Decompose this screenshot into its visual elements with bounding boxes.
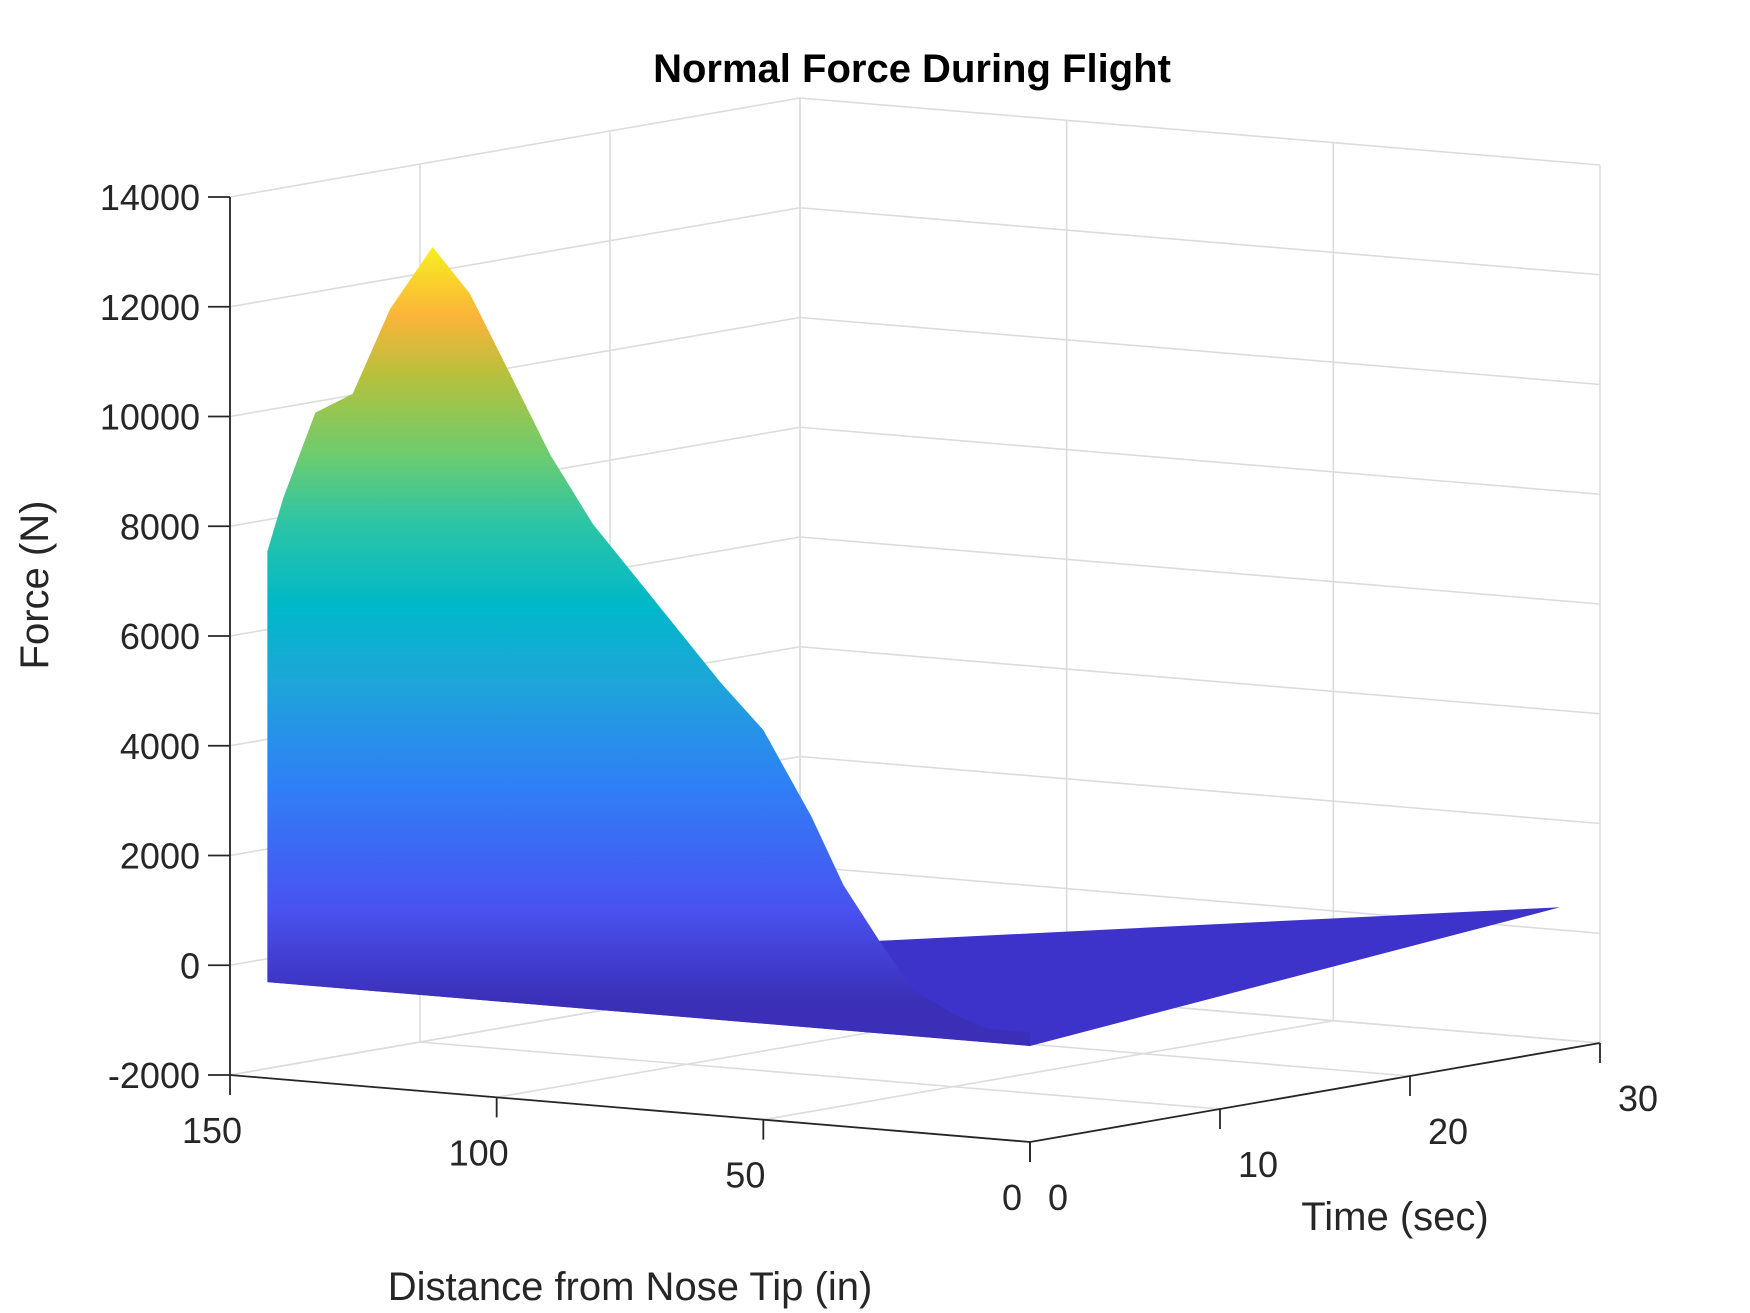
grid-line-y bbox=[419, 1041, 1221, 1110]
grid-line-z bbox=[229, 97, 801, 198]
y-tick-label: 30 bbox=[1618, 1078, 1658, 1119]
axes bbox=[208, 196, 1601, 1162]
x-axis-label: Distance from Nose Tip (in) bbox=[388, 1265, 873, 1309]
grid-line-x bbox=[763, 1019, 1334, 1121]
z-tick-label: 4000 bbox=[120, 726, 200, 767]
surface-front-face bbox=[267, 246, 1030, 1046]
grid-line-z bbox=[799, 755, 1601, 825]
z-tick-label: -2000 bbox=[108, 1055, 200, 1096]
grid-line-z bbox=[229, 206, 801, 308]
y-axis-line bbox=[1029, 1042, 1601, 1143]
surface-floor-plane bbox=[267, 907, 1561, 1046]
y-tick-label: 20 bbox=[1428, 1111, 1468, 1152]
y-axis-label: Time (sec) bbox=[1301, 1195, 1488, 1239]
tick-labels: 14000120001000080006000400020000-2000150… bbox=[100, 177, 1658, 1218]
x-tick-label: 0 bbox=[1002, 1177, 1022, 1218]
z-tick-label: 12000 bbox=[100, 287, 200, 328]
x-tick-label: 100 bbox=[449, 1132, 509, 1173]
grid-line-z bbox=[799, 206, 1601, 276]
grid-line-z bbox=[229, 316, 801, 418]
y-tick-label: 10 bbox=[1238, 1144, 1278, 1185]
z-tick-label: 2000 bbox=[120, 836, 200, 877]
z-axis-label: Force (N) bbox=[13, 501, 57, 670]
z-tick-label: 6000 bbox=[120, 616, 200, 657]
z-tick-label: 14000 bbox=[100, 177, 200, 218]
x-tick-label: 150 bbox=[182, 1110, 242, 1151]
x-tick-label: 50 bbox=[725, 1155, 765, 1196]
chart-title: Normal Force During Flight bbox=[653, 47, 1171, 91]
grid-line-z bbox=[799, 426, 1601, 496]
z-tick-label: 10000 bbox=[100, 397, 200, 438]
grid-line-z bbox=[799, 97, 1601, 166]
grid-line-z bbox=[799, 316, 1601, 386]
x-axis-line bbox=[229, 1074, 1031, 1143]
grid-line-z bbox=[799, 645, 1601, 715]
z-tick-label: 8000 bbox=[120, 506, 200, 547]
grid-line-z bbox=[799, 536, 1601, 605]
surface bbox=[267, 246, 1561, 1046]
z-tick-label: 0 bbox=[180, 945, 200, 986]
y-tick-label: 0 bbox=[1048, 1177, 1068, 1218]
